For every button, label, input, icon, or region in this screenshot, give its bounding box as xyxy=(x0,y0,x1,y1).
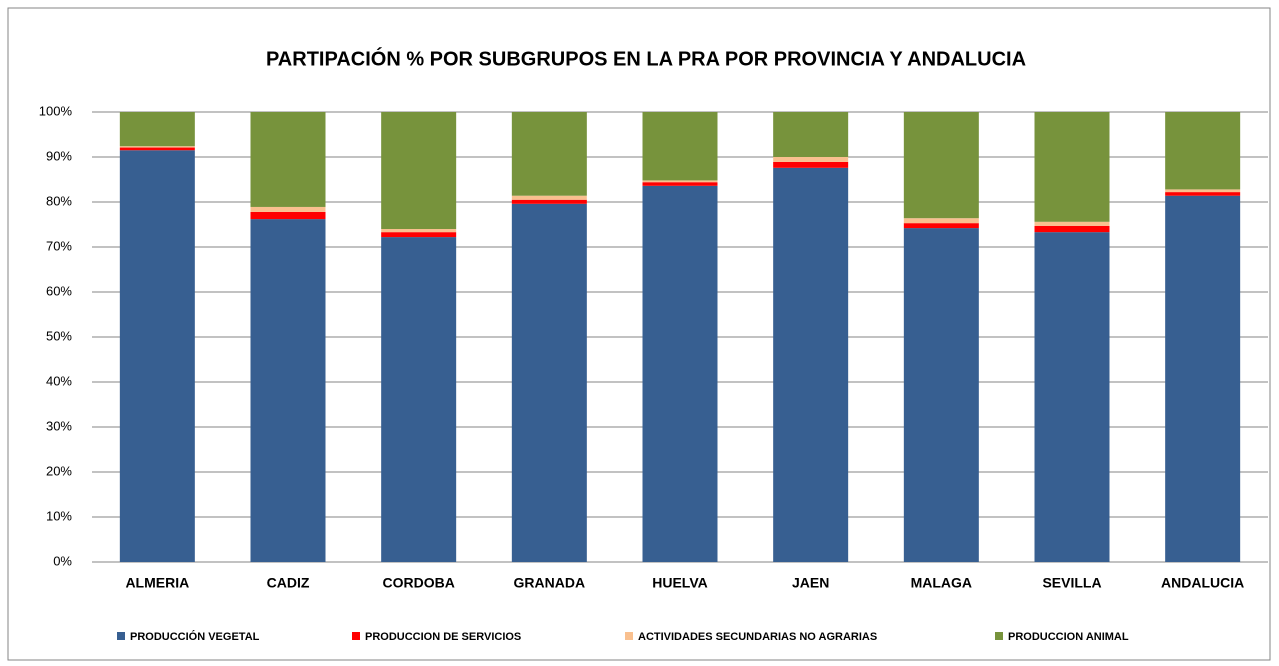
bar-segment xyxy=(1165,192,1241,196)
bar-segment xyxy=(773,161,849,168)
bar-segment xyxy=(1034,112,1110,222)
legend-swatch xyxy=(995,632,1003,640)
legend-label: PRODUCCION ANIMAL xyxy=(1008,631,1129,643)
y-tick-label: 100% xyxy=(39,103,73,118)
x-tick-label: GRANADA xyxy=(514,575,586,591)
bar-segment xyxy=(642,185,718,563)
legend-label: PRODUCCION DE SERVICIOS xyxy=(365,631,521,643)
y-tick-label: 10% xyxy=(46,508,72,523)
bar-segment xyxy=(1034,225,1110,233)
y-tick-label: 20% xyxy=(46,463,72,478)
x-tick-label: SEVILLA xyxy=(1042,575,1101,591)
bar-segment xyxy=(119,112,195,147)
y-tick-label: 50% xyxy=(46,328,72,343)
bar-segment xyxy=(250,211,326,220)
bar-segment xyxy=(381,112,457,229)
bar-segment xyxy=(511,195,587,200)
bar-segment xyxy=(119,147,195,151)
bar-segment xyxy=(250,219,326,562)
bar-segment xyxy=(119,146,195,148)
bar-segment xyxy=(773,112,849,157)
x-tick-label: ALMERIA xyxy=(125,575,189,591)
bar-segment xyxy=(903,112,979,219)
x-tick-label: HUELVA xyxy=(652,575,707,591)
bar-segment xyxy=(381,229,457,233)
y-tick-label: 60% xyxy=(46,283,72,298)
bar-segment xyxy=(381,232,457,238)
bar-segment xyxy=(1034,232,1110,562)
bar-segment xyxy=(642,112,718,181)
bar-segment xyxy=(1165,195,1241,562)
x-tick-label: CORDOBA xyxy=(382,575,454,591)
legend-label: PRODUCCIÓN VEGETAL xyxy=(130,630,260,643)
bar-segment xyxy=(642,182,718,186)
bar-segment xyxy=(511,199,587,204)
y-tick-label: 0% xyxy=(53,553,72,568)
bar-segment xyxy=(381,237,457,562)
chart-title: PARTIPACIÓN % POR SUBGRUPOS EN LA PRA PO… xyxy=(266,46,1026,70)
legend-swatch xyxy=(117,632,125,640)
bar-segment xyxy=(773,167,849,563)
bar-segment xyxy=(903,223,979,229)
legend-label: ACTIVIDADES SECUNDARIAS NO AGRARIAS xyxy=(638,631,877,643)
bar-segment xyxy=(773,157,849,162)
bar-segment xyxy=(903,228,979,562)
y-tick-label: 30% xyxy=(46,418,72,433)
legend-swatch xyxy=(352,632,360,640)
x-tick-label: JAEN xyxy=(792,575,829,591)
bar-segment xyxy=(250,206,326,212)
y-tick-label: 70% xyxy=(46,238,72,253)
bar-segment xyxy=(642,180,718,183)
x-tick-label: MALAGA xyxy=(911,575,972,591)
bar-segment xyxy=(1034,221,1110,226)
legend-swatch xyxy=(625,632,633,640)
y-tick-label: 80% xyxy=(46,193,72,208)
bar-segment xyxy=(511,112,587,196)
y-tick-label: 90% xyxy=(46,148,72,163)
x-tick-label: CADIZ xyxy=(267,575,310,591)
bar-segment xyxy=(1165,112,1241,190)
bar-segment xyxy=(250,112,326,207)
x-tick-label: ANDALUCIA xyxy=(1161,575,1244,591)
bar-segment xyxy=(511,203,587,563)
bar-segment xyxy=(1165,189,1241,193)
bar-segment xyxy=(119,150,195,562)
bar-segment xyxy=(903,218,979,224)
y-tick-label: 40% xyxy=(46,373,72,388)
